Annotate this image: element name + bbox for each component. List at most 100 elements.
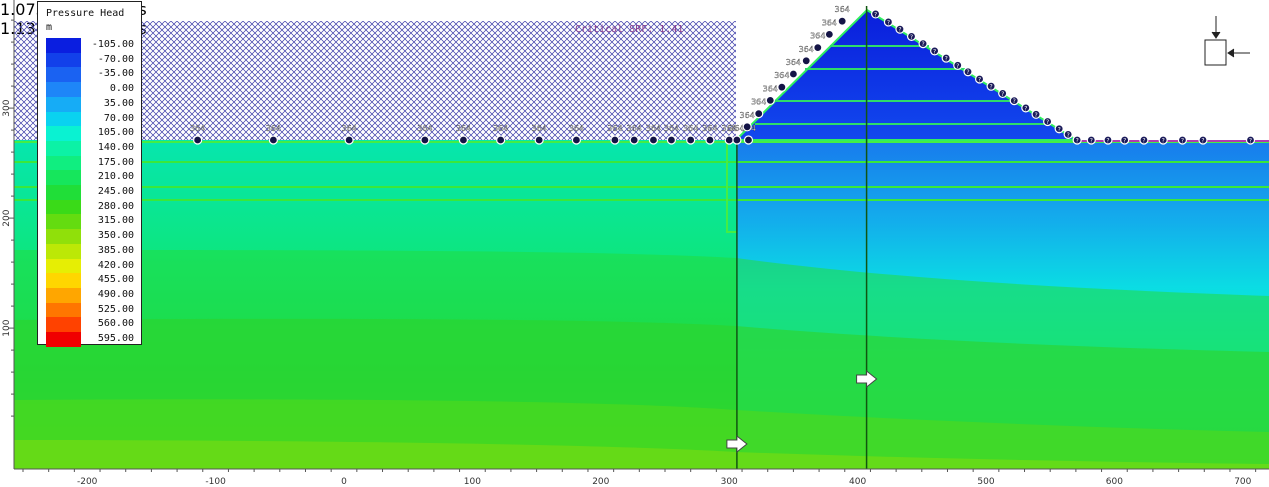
svg-text:?: ? — [1058, 126, 1061, 133]
svg-text:?: ? — [1024, 105, 1027, 112]
svg-text:?: ? — [1001, 91, 1004, 98]
legend-value: -105.00 — [91, 39, 134, 50]
boundary-nodes: 364 364 364 364 364 364 364 364 364 364 364 364 364 3… — [190, 5, 1256, 145]
legend-swatch — [46, 38, 81, 53]
head-boundary-node: 364 — [774, 71, 790, 92]
svg-text:364: 364 — [266, 124, 281, 133]
head-boundary-node: 364 — [683, 124, 698, 145]
legend-value: 0.00 — [109, 83, 134, 95]
y-tick-label: 100 — [2, 319, 12, 336]
x-tick-label: 0 — [341, 477, 347, 487]
head-boundary-node: 364 — [266, 124, 281, 145]
head-boundary-node: 364 — [664, 124, 679, 145]
legend-swatch — [46, 52, 81, 68]
legend-value: 70.00 — [103, 112, 134, 124]
head-boundary-node: 364 — [798, 45, 814, 66]
legend-swatch — [46, 317, 81, 333]
x-tick-label: 400 — [849, 477, 866, 487]
legend-value: 525.00 — [97, 303, 134, 315]
svg-text:364: 364 — [822, 18, 837, 27]
legend-swatch — [46, 96, 81, 112]
unknown-boundary-node: ? — [1177, 135, 1188, 145]
x-tick-label: 500 — [977, 477, 994, 487]
svg-text:?: ? — [898, 27, 901, 34]
unknown-boundary-node: ? — [1063, 129, 1073, 139]
dam-body — [733, 8, 1080, 141]
unknown-boundary-node: ? — [1158, 135, 1168, 145]
svg-text:364: 364 — [190, 124, 205, 133]
critical-srf-label: Critical SRF: 1.41 — [575, 24, 683, 35]
x-tick-label: 200 — [592, 477, 609, 487]
legend-value: 455.00 — [97, 274, 134, 286]
x-tick-label: 700 — [1234, 477, 1251, 487]
legend-value: -35.00 — [97, 68, 134, 80]
unknown-boundary-node: ? — [986, 81, 996, 91]
legend-swatch — [46, 111, 81, 127]
x-tick-label: 300 — [721, 477, 738, 487]
legend-value: 175.00 — [97, 156, 134, 168]
svg-text:?: ? — [1034, 112, 1037, 119]
y-axis: 100 200 300 — [2, 0, 15, 469]
svg-text:364: 364 — [417, 124, 432, 133]
dam-layer-lines — [755, 45, 1049, 125]
svg-text:?: ? — [978, 76, 981, 83]
svg-text:364: 364 — [341, 124, 356, 133]
unknown-boundary-node: ? — [1245, 135, 1256, 145]
unknown-boundary-node: ? — [918, 39, 928, 49]
legend-swatch — [46, 332, 81, 347]
legend-value: 315.00 — [97, 215, 134, 227]
pressure-head-legend: Pressure Head m -105.00 -70.00 -35.00 0.00 3… — [37, 1, 142, 347]
unknown-boundary-node: ? — [941, 53, 951, 63]
svg-text:364: 364 — [799, 45, 814, 54]
unknown-boundary-node: ? — [870, 9, 881, 19]
svg-text:?: ? — [1162, 138, 1165, 145]
svg-text:?: ? — [1106, 138, 1109, 145]
svg-text:?: ? — [921, 41, 924, 48]
svg-text:?: ? — [1123, 138, 1126, 145]
svg-text:364: 364 — [532, 124, 547, 133]
svg-text:?: ? — [910, 34, 913, 41]
head-boundary-node: 364 — [531, 124, 547, 145]
y-tick-label: 300 — [2, 99, 12, 116]
svg-text:364: 364 — [664, 124, 679, 133]
svg-text:?: ? — [933, 48, 936, 55]
svg-text:364: 364 — [607, 124, 622, 133]
head-boundary-node: 364 — [607, 124, 623, 145]
head-boundary-node: 364 — [739, 111, 755, 132]
unknown-boundary-node: ? — [1031, 109, 1041, 119]
unknown-boundary-node: ? — [1054, 124, 1064, 134]
head-boundary-node: 364 — [456, 124, 471, 145]
head-boundary-node: 364 — [569, 124, 584, 145]
unknown-boundary-node: ? — [974, 74, 985, 84]
head-boundary-node: 364 — [810, 31, 826, 53]
legend-value: -70.00 — [97, 53, 134, 65]
legend-swatch — [46, 287, 81, 303]
svg-text:364: 364 — [646, 124, 661, 133]
svg-text:?: ? — [956, 63, 959, 70]
svg-text:?: ? — [1142, 138, 1145, 145]
svg-text:364: 364 — [569, 124, 584, 133]
unknown-boundary-node: ? — [1072, 135, 1082, 145]
legend-title: Pressure Head — [46, 8, 125, 19]
svg-text:364: 364 — [683, 124, 698, 133]
legend-swatch — [46, 170, 81, 186]
svg-text:?: ? — [1046, 119, 1049, 126]
legend-unit: m — [46, 22, 53, 33]
unknown-boundary-node: ? — [906, 31, 917, 42]
legend-swatch — [46, 214, 81, 230]
contour-band-4 — [14, 440, 1269, 469]
y-tick-label: 200 — [2, 209, 12, 226]
svg-text:?: ? — [874, 11, 877, 18]
legend-value: 595.00 — [97, 333, 134, 344]
legend-swatch — [46, 140, 81, 156]
head-boundary-node: 364 — [729, 124, 745, 145]
legend-swatch — [46, 273, 81, 289]
legend-swatch — [46, 199, 81, 215]
unknown-boundary-node: ? — [930, 46, 940, 56]
svg-text:364: 364 — [729, 124, 744, 133]
flux-arrow-icon — [856, 369, 878, 389]
svg-text:364: 364 — [774, 71, 789, 80]
svg-text:?: ? — [990, 84, 993, 91]
head-boundary-node: 364 — [417, 124, 433, 145]
